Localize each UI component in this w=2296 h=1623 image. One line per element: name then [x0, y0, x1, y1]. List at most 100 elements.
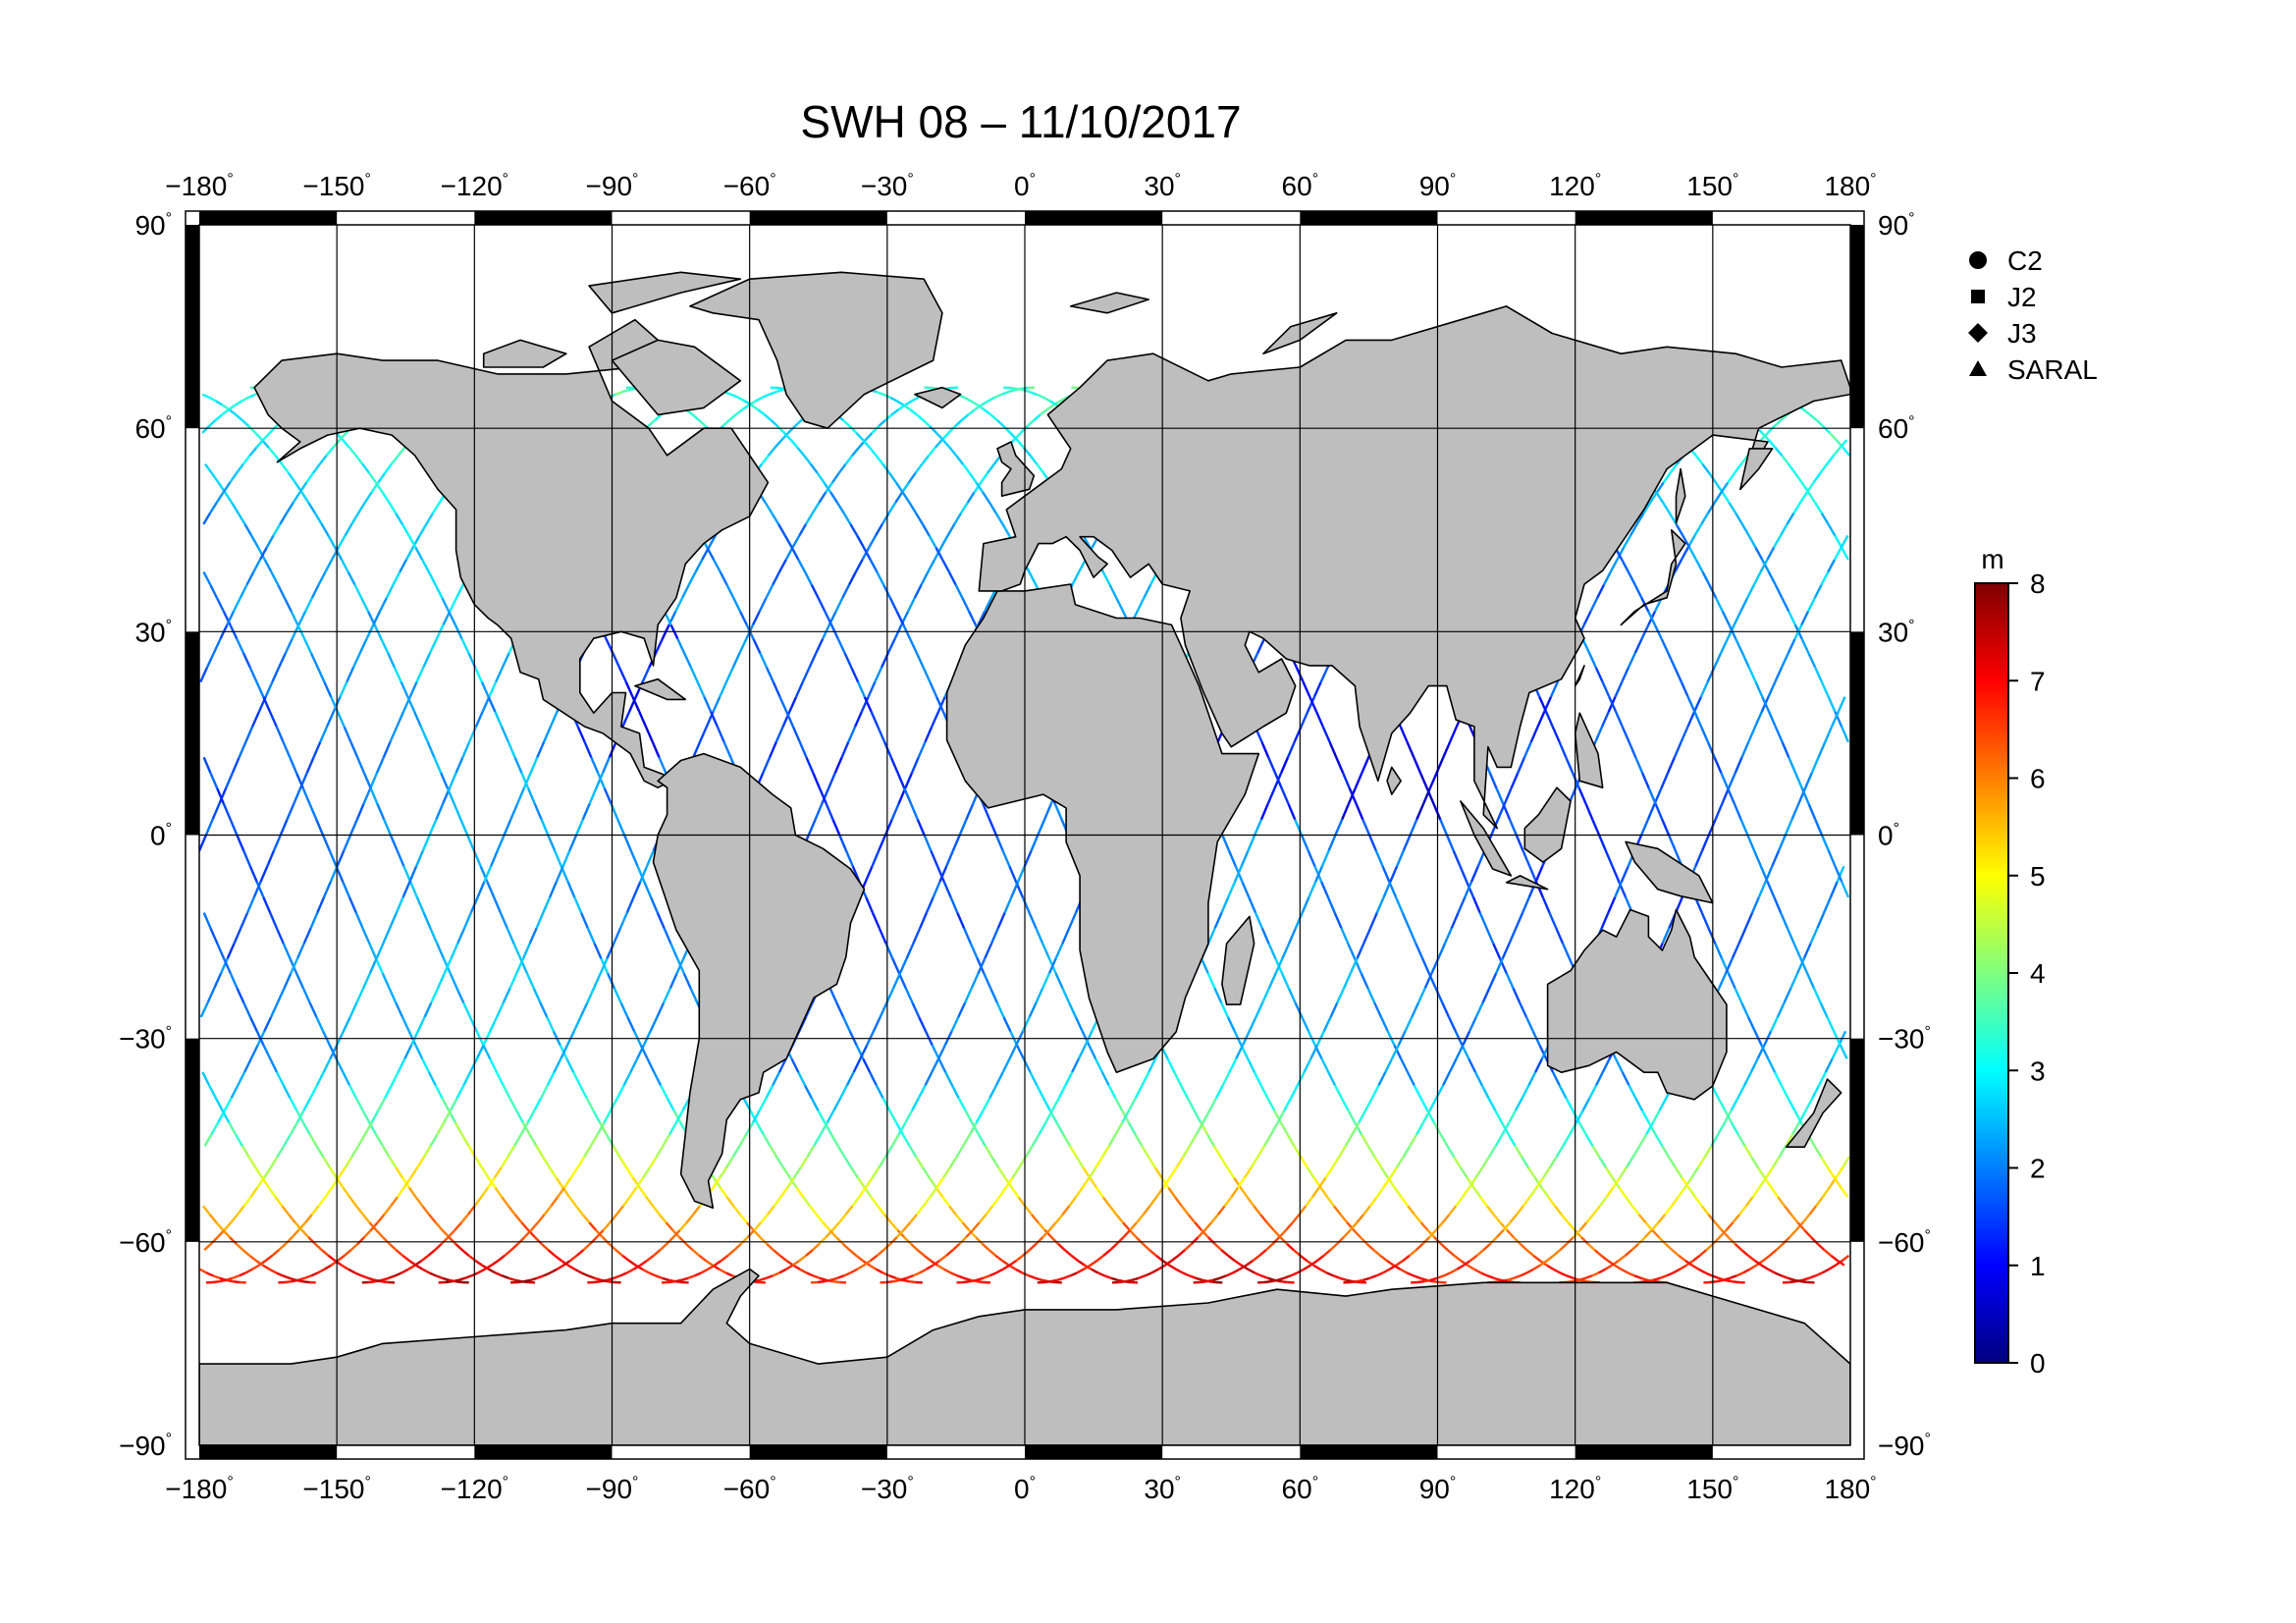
track-segment — [915, 512, 924, 525]
track-segment — [924, 1071, 934, 1086]
track-segment — [948, 447, 958, 457]
track-segment — [1115, 597, 1125, 613]
track-segment — [621, 1254, 630, 1262]
track-segment — [613, 987, 622, 1003]
track-segment — [401, 1176, 410, 1189]
track-segment — [1753, 711, 1763, 728]
track-segment — [878, 835, 887, 851]
track-segment — [641, 667, 651, 683]
track-segment — [1508, 927, 1518, 945]
track-segment — [483, 865, 493, 883]
track-segment — [395, 1001, 404, 1018]
track-segment — [1464, 881, 1473, 898]
track-segment — [480, 681, 490, 698]
track-segment — [764, 502, 774, 514]
track-segment — [1481, 987, 1491, 1003]
track-segment — [852, 1057, 862, 1073]
track-segment — [913, 584, 923, 599]
track-segment — [1024, 1145, 1034, 1159]
track-segment — [951, 835, 961, 851]
track-segment — [248, 667, 258, 683]
track-segment — [1414, 1214, 1422, 1223]
track-segment — [321, 1249, 330, 1257]
track-segment — [501, 726, 509, 743]
track-segment — [1246, 1196, 1255, 1208]
track-segment — [1647, 1121, 1657, 1136]
track-segment — [1493, 1276, 1502, 1281]
track-segment — [408, 865, 418, 883]
track-segment — [843, 652, 853, 669]
track-segment — [1747, 726, 1757, 743]
track-segment — [962, 1133, 972, 1147]
track-segment — [566, 881, 576, 898]
track-segment — [876, 571, 885, 586]
track-segment — [1373, 1156, 1383, 1168]
track-segment — [414, 1044, 424, 1059]
track-segment — [520, 772, 530, 789]
track-segment — [382, 1236, 391, 1245]
track-segment — [668, 1121, 677, 1136]
track-segment — [1519, 1243, 1528, 1251]
track-segment — [285, 502, 294, 514]
track-segment — [1813, 1145, 1823, 1159]
track-segment — [388, 1274, 397, 1279]
track-segment — [707, 1264, 716, 1271]
track-segment — [381, 1276, 390, 1281]
track-segment — [1135, 1236, 1145, 1245]
track-segment — [334, 546, 344, 561]
track-segment — [1057, 1084, 1067, 1099]
track-segment — [1796, 1221, 1806, 1231]
track-segment — [1545, 711, 1554, 728]
track-segment — [825, 481, 833, 494]
track-segment — [1840, 1186, 1849, 1198]
track-segment — [1822, 896, 1833, 914]
track-segment — [705, 1260, 714, 1267]
track-segment — [724, 1156, 734, 1168]
track-segment — [1707, 1214, 1717, 1223]
track-segment — [460, 1133, 470, 1147]
track-segment — [263, 1016, 273, 1032]
track-segment — [1108, 584, 1118, 599]
track-segment — [1088, 1044, 1097, 1059]
track-segment — [547, 835, 557, 851]
track-segment — [1668, 512, 1678, 525]
track-segment — [757, 408, 766, 416]
track-segment — [1201, 1109, 1211, 1124]
track-segment — [1166, 1057, 1176, 1073]
track-segment — [1206, 1133, 1215, 1147]
track-segment — [907, 472, 917, 484]
track-segment — [1834, 534, 1843, 549]
track-segment — [361, 1214, 371, 1223]
track-segment — [388, 987, 398, 1003]
track-segment — [703, 696, 713, 713]
track-segment — [474, 1156, 484, 1168]
track-segment — [1650, 1221, 1660, 1231]
track-segment — [859, 1044, 869, 1059]
track-segment — [304, 1214, 313, 1223]
track-segment — [1337, 1145, 1347, 1159]
track-segment — [1808, 413, 1818, 421]
track-segment — [838, 835, 848, 851]
track-segment — [1744, 1196, 1754, 1208]
track-segment — [536, 741, 546, 758]
track-segment — [1686, 696, 1696, 713]
track-segment — [1621, 1071, 1630, 1086]
track-segment — [1739, 597, 1749, 613]
track-segment — [415, 667, 425, 683]
track-segment — [390, 1071, 400, 1086]
track-segment — [1300, 1156, 1308, 1168]
track-segment — [233, 927, 242, 945]
track-segment — [1114, 1097, 1124, 1111]
track-segment — [1572, 1229, 1581, 1238]
track-segment — [422, 1145, 432, 1159]
track-segment — [1043, 1280, 1051, 1284]
track-segment — [1817, 741, 1827, 758]
track-segment — [1577, 1121, 1587, 1136]
track-segment — [346, 667, 355, 683]
track-segment — [857, 1176, 866, 1189]
track-segment — [1827, 523, 1837, 537]
track-segment — [1826, 1016, 1836, 1032]
track-segment — [414, 849, 425, 867]
track-segment — [885, 987, 895, 1003]
track-segment — [1474, 1001, 1484, 1018]
